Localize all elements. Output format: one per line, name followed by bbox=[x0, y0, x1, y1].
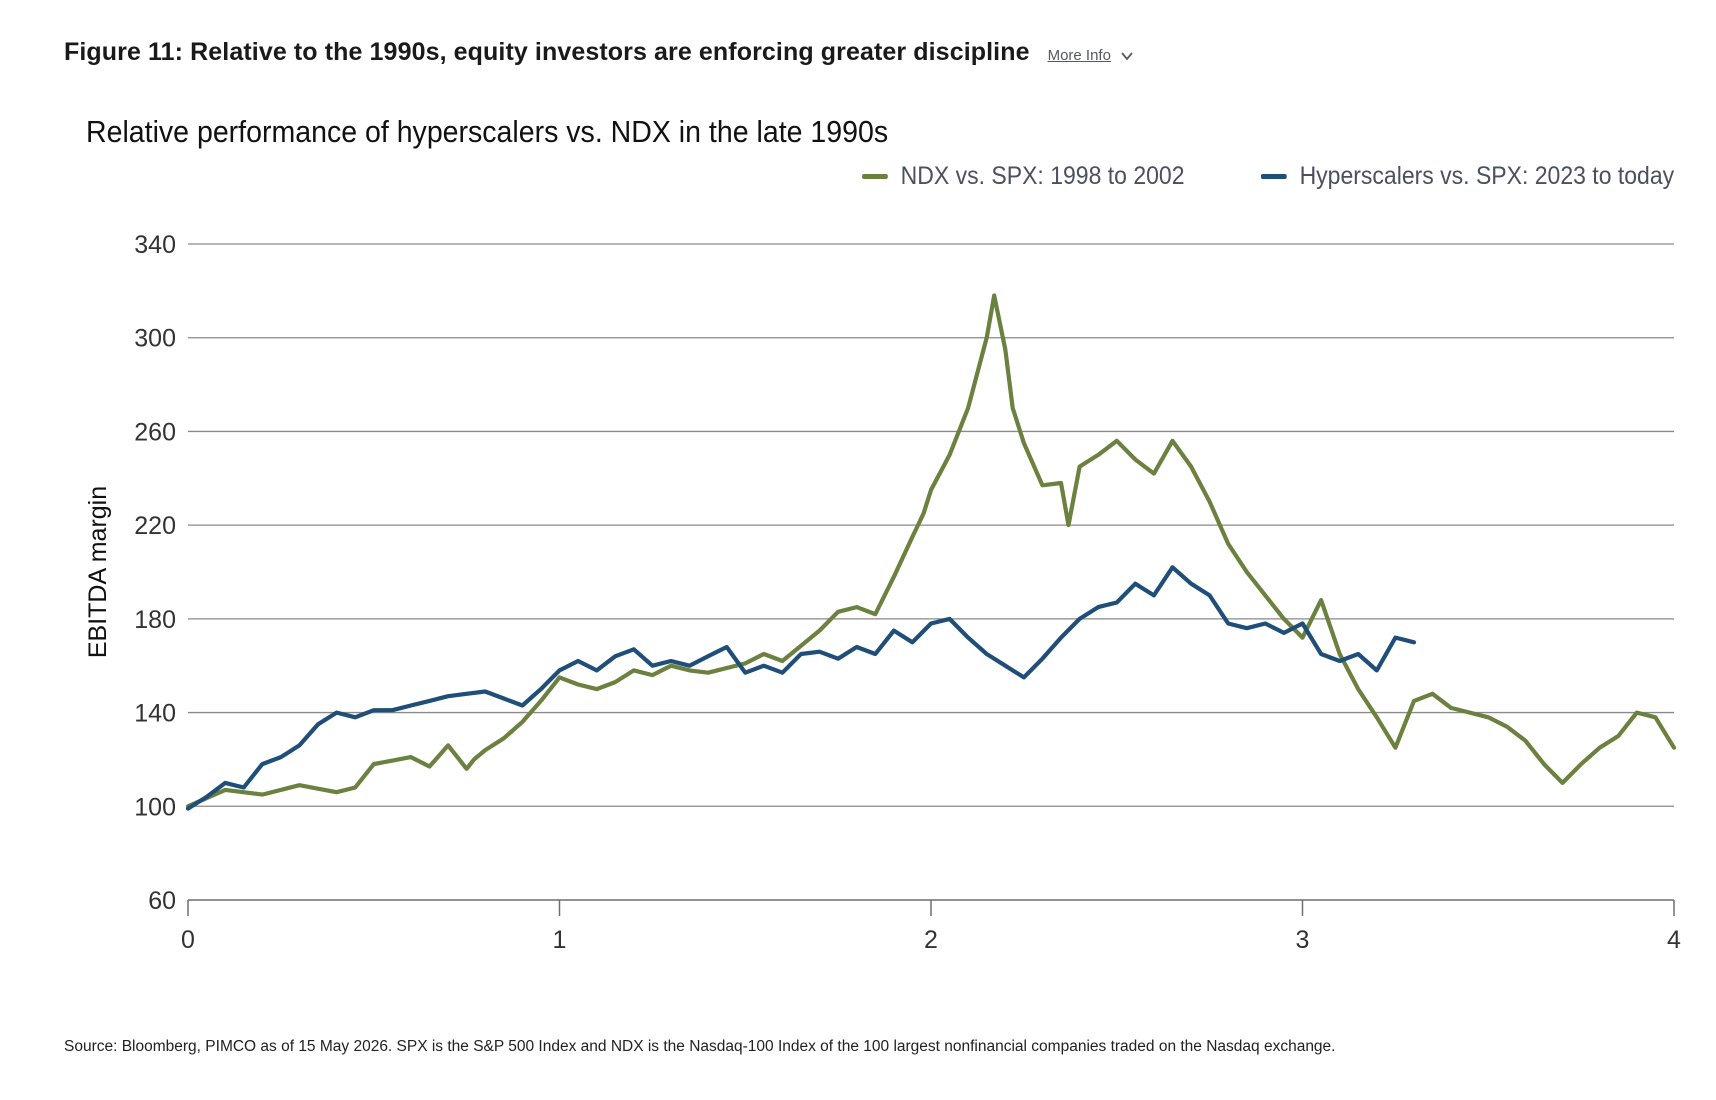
legend-label-ndx: NDX vs. SPX: 1998 to 2002 bbox=[901, 162, 1185, 190]
legend-label-hyperscalers: Hyperscalers vs. SPX: 2023 to today bbox=[1299, 162, 1674, 190]
y-tick-label: 340 bbox=[134, 231, 176, 259]
y-tick-label: 140 bbox=[134, 700, 176, 728]
y-tick-label: 260 bbox=[134, 418, 176, 446]
legend-swatch-ndx bbox=[862, 174, 889, 179]
series-line-hyperscalers bbox=[185, 565, 1417, 811]
figure-title: Figure 11: Relative to the 1990s, equity… bbox=[64, 38, 1030, 66]
y-tick-label: 220 bbox=[134, 512, 176, 540]
legend-swatch-hyperscalers bbox=[1260, 174, 1287, 179]
legend-item-ndx: NDX vs. SPX: 1998 to 2002 bbox=[862, 162, 1185, 191]
more-info-label[interactable]: More Info bbox=[1047, 47, 1111, 64]
x-tick-label: 3 bbox=[1296, 926, 1310, 954]
y-tick-label: 300 bbox=[134, 325, 176, 353]
chevron-down-icon[interactable] bbox=[1119, 48, 1135, 64]
x-tick-label: 1 bbox=[553, 926, 567, 954]
legend-item-hyperscalers: Hyperscalers vs. SPX: 2023 to today bbox=[1260, 162, 1674, 191]
x-tick-label: 2 bbox=[924, 926, 938, 954]
y-tick-label: 100 bbox=[134, 793, 176, 821]
more-info-toggle[interactable]: More Info bbox=[1048, 47, 1135, 64]
figure-header: Figure 11: Relative to the 1990s, equity… bbox=[64, 38, 1135, 67]
source-note: Source: Bloomberg, PIMCO as of 15 May 20… bbox=[64, 1038, 1336, 1055]
y-axis-label: EBITDA margin bbox=[84, 486, 112, 658]
series-line-ndx bbox=[185, 293, 1677, 809]
x-tick-label: 0 bbox=[181, 926, 195, 954]
chart-title: Relative performance of hyperscalers vs.… bbox=[86, 114, 889, 149]
y-tick-label: 180 bbox=[134, 606, 176, 634]
x-tick-label: 4 bbox=[1667, 926, 1681, 954]
y-tick-label: 60 bbox=[148, 887, 176, 915]
chart-legend: NDX vs. SPX: 1998 to 2002 Hyperscalers v… bbox=[834, 162, 1674, 191]
